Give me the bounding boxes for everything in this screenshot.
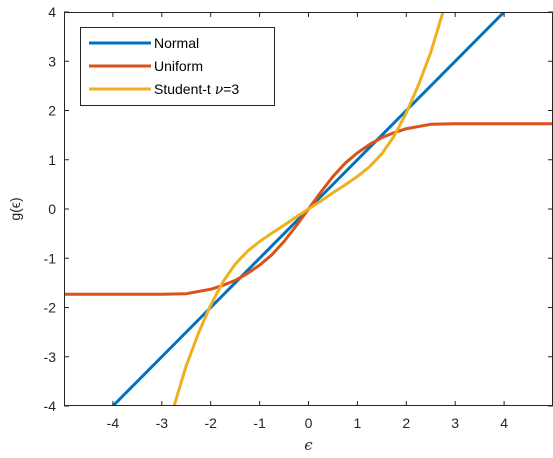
x-tick-label-0: -4 xyxy=(107,415,120,431)
x-tick-label-7: 3 xyxy=(451,415,459,431)
x-tick-label-5: 1 xyxy=(354,415,362,431)
x-tick-label-4: 0 xyxy=(305,415,313,431)
legend-label-1: Uniform xyxy=(154,58,203,74)
x-axis-label: ϵ xyxy=(304,436,313,454)
x-tick-label-2: -2 xyxy=(204,415,217,431)
y-tick-label-8: 4 xyxy=(48,4,56,20)
y-axis-label: g(ϵ) xyxy=(7,197,23,220)
y-tick-label-3: -1 xyxy=(44,250,57,266)
plot-area-lines xyxy=(64,12,553,406)
axis-ticks xyxy=(64,11,553,407)
y-tick-label-4: 0 xyxy=(48,201,56,217)
legend-label-prefix: Student-t xyxy=(154,81,215,97)
legend-label-suffix: =3 xyxy=(223,81,239,97)
x-tick-label-6: 2 xyxy=(402,415,410,431)
x-tick-label-3: -1 xyxy=(253,415,266,431)
axis-tick-labels: -4 -3 -2 -1 0 1 2 3 4 -4 -3 -2 -1 0 1 2 3 4 xyxy=(44,4,509,431)
y-tick-label-7: 3 xyxy=(48,53,56,69)
legend-label-2: Student-t ν=3 xyxy=(154,81,239,98)
y-tick-label-0: -4 xyxy=(44,398,57,414)
legend: Normal Uniform Student-t ν=3 xyxy=(80,27,275,106)
y-tick-label-6: 2 xyxy=(48,103,56,119)
legend-label-0: Normal xyxy=(154,35,199,51)
x-tick-label-8: 4 xyxy=(500,415,508,431)
x-tick-label-1: -3 xyxy=(156,415,169,431)
legend-label-nu: ν xyxy=(215,82,224,98)
series-line-2 xyxy=(172,12,445,406)
y-tick-label-1: -3 xyxy=(44,349,57,365)
y-tick-label-5: 1 xyxy=(48,152,56,168)
y-tick-label-2: -2 xyxy=(44,300,57,316)
